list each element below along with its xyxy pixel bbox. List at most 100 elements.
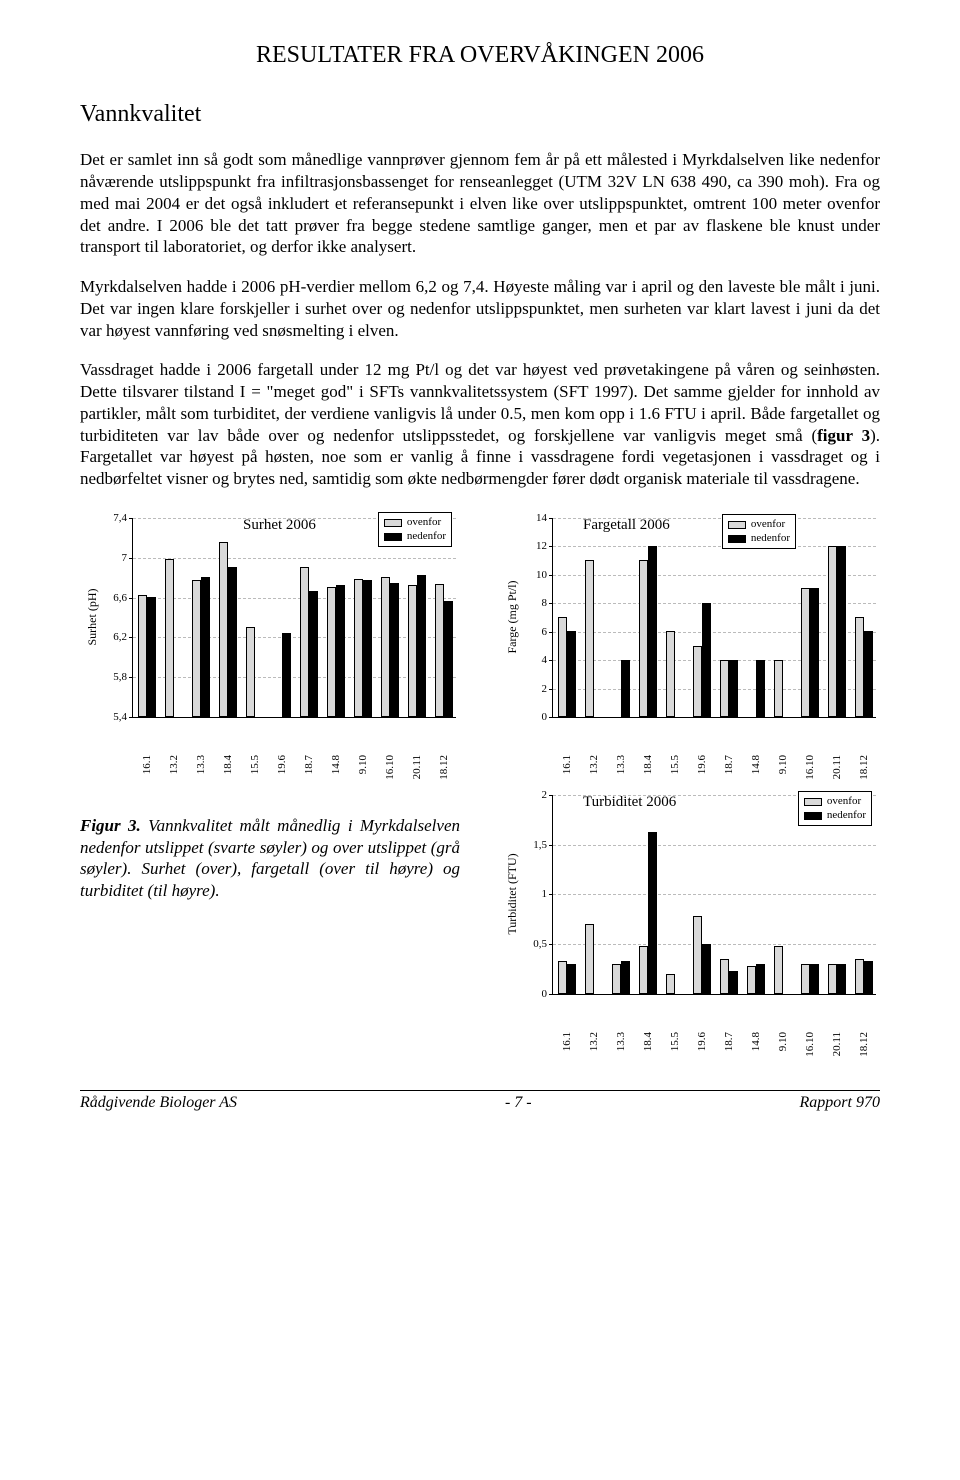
bar-ovenfor: [693, 646, 702, 717]
inline-figure-ref: figur 3: [817, 426, 870, 445]
y-tick-label: 5,4: [97, 710, 127, 724]
chart-title: Turbiditet 2006: [583, 793, 676, 812]
bar-ovenfor: [435, 584, 444, 717]
bar-ovenfor: [192, 580, 201, 717]
bar-nedenfor: [648, 546, 657, 717]
legend-swatch: [728, 521, 746, 529]
footer-right: Rapport 970: [800, 1093, 880, 1113]
page-title: RESULTATER FRA OVERVÅKINGEN 2006: [80, 40, 880, 71]
bar-ovenfor: [720, 959, 729, 994]
y-axis-label: Turbiditet (FTU): [505, 854, 520, 935]
caption-prefix: Figur 3.: [80, 816, 141, 835]
bar-ovenfor: [381, 577, 390, 717]
x-tick-label: 16.10: [382, 755, 396, 780]
bar-group: [720, 660, 738, 717]
y-tick-label: 2: [517, 788, 547, 802]
y-axis-label: Farge (mg Pt/l): [505, 581, 520, 654]
bar-group: [381, 577, 399, 717]
bar-nedenfor: [228, 567, 237, 717]
bar-ovenfor: [138, 595, 147, 717]
chart-title: Surhet 2006: [243, 516, 316, 535]
bar-ovenfor: [828, 964, 837, 994]
bar-group: [165, 559, 183, 717]
legend-label: ovenfor: [407, 516, 441, 530]
x-tick-label: 9.10: [775, 1032, 789, 1051]
y-tick-label: 8: [517, 596, 547, 610]
bar-ovenfor: [774, 660, 783, 717]
legend-label: ovenfor: [751, 518, 785, 532]
x-tick-label: 20.11: [829, 1032, 843, 1056]
chart-legend: ovenfornedenfor: [722, 514, 796, 550]
y-tick-label: 1,5: [517, 838, 547, 852]
y-tick-label: 6: [517, 625, 547, 639]
bar-ovenfor: [246, 627, 255, 717]
bar-group: [666, 631, 684, 717]
page-footer: Rådgivende Biologer AS - 7 - Rapport 970: [80, 1090, 880, 1113]
figure-caption: Figur 3. Vannkvalitet målt månedlig i My…: [80, 785, 460, 902]
y-tick-label: 7: [97, 551, 127, 565]
x-tick-label: 15.5: [667, 755, 681, 774]
y-tick-label: 5,8: [97, 670, 127, 684]
bar-group: [585, 924, 603, 994]
bar-ovenfor: [666, 631, 675, 717]
bar-ovenfor: [165, 559, 174, 717]
bar-ovenfor: [585, 560, 594, 717]
bar-group: [639, 832, 657, 994]
legend-label: nedenfor: [827, 809, 866, 823]
bar-nedenfor: [729, 971, 738, 994]
bar-group: [408, 575, 426, 717]
x-tick-label: 20.11: [409, 755, 423, 779]
bar-group: [300, 567, 318, 717]
chart-legend: ovenfornedenfor: [378, 512, 452, 548]
bar-ovenfor: [693, 916, 702, 994]
bar-ovenfor: [855, 959, 864, 994]
bar-nedenfor: [756, 964, 765, 994]
charts-row-top: 5,45,86,26,677,4Surhet (pH)16.113.213.31…: [80, 508, 880, 773]
bar-group: [720, 959, 738, 994]
bar-nedenfor: [648, 832, 657, 994]
x-tick-label: 19.6: [694, 1032, 708, 1051]
bar-group: [246, 627, 264, 717]
paragraph-3: Vassdraget hadde i 2006 fargetall under …: [80, 359, 880, 490]
bar-group: [801, 964, 819, 994]
bar-nedenfor: [201, 577, 210, 717]
y-tick-label: 6,6: [97, 590, 127, 604]
chart-legend: ovenfornedenfor: [798, 791, 872, 827]
charts-row-bottom: Figur 3. Vannkvalitet målt månedlig i My…: [80, 785, 880, 1050]
x-tick-label: 13.3: [613, 1032, 627, 1051]
x-tick-label: 13.3: [193, 755, 207, 774]
x-tick-label: 18.12: [856, 1032, 870, 1057]
bar-group: [693, 603, 711, 717]
y-tick-label: 6,2: [97, 630, 127, 644]
section-heading: Vannkvalitet: [80, 99, 880, 130]
bar-nedenfor: [864, 631, 873, 717]
y-tick-label: 12: [517, 539, 547, 553]
bar-nedenfor: [309, 591, 318, 717]
x-tick-label: 15.5: [667, 1032, 681, 1051]
bar-group: [219, 542, 237, 717]
x-tick-label: 16.10: [802, 755, 816, 780]
bar-ovenfor: [747, 966, 756, 994]
bar-group: [828, 964, 846, 994]
bar-nedenfor: [567, 964, 576, 994]
bar-nedenfor: [282, 633, 291, 717]
bar-nedenfor: [837, 964, 846, 994]
x-tick-label: 18.4: [220, 755, 234, 774]
x-tick-label: 18.4: [640, 1032, 654, 1051]
x-tick-label: 19.6: [274, 755, 288, 774]
bar-group: [747, 964, 765, 994]
y-tick-label: 10: [517, 568, 547, 582]
x-tick-label: 14.8: [748, 755, 762, 774]
footer-left: Rådgivende Biologer AS: [80, 1093, 237, 1113]
bar-nedenfor: [147, 597, 156, 717]
paragraph-2: Myrkdalselven hadde i 2006 pH-verdier me…: [80, 276, 880, 341]
x-tick-label: 18.12: [436, 755, 450, 780]
bar-nedenfor: [567, 631, 576, 717]
bar-ovenfor: [855, 617, 864, 717]
x-tick-label: 18.7: [721, 1032, 735, 1051]
bar-group: [774, 946, 792, 994]
x-tick-label: 13.3: [613, 755, 627, 774]
bar-ovenfor: [558, 961, 567, 994]
legend-label: ovenfor: [827, 795, 861, 809]
bar-nedenfor: [810, 964, 819, 994]
